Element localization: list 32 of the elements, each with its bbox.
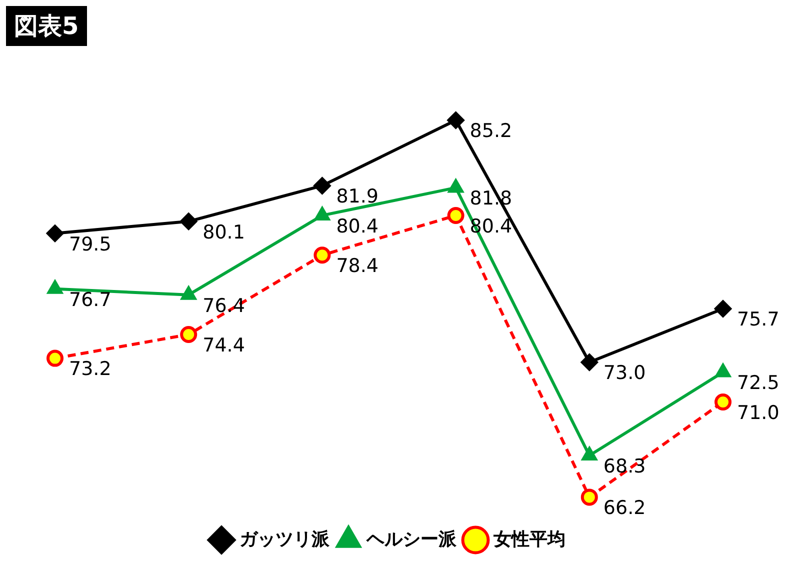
data-label: 73.0 xyxy=(603,362,646,384)
data-label: 81.9 xyxy=(336,186,379,208)
data-label: 80.1 xyxy=(202,221,245,244)
point xyxy=(715,364,731,378)
point xyxy=(314,177,331,194)
point xyxy=(447,112,464,129)
data-label: 74.4 xyxy=(202,334,245,356)
data-label: 85.2 xyxy=(470,120,512,142)
point xyxy=(582,447,597,461)
point xyxy=(447,206,464,224)
legend-label: ガッツリ派 xyxy=(240,528,330,549)
legend-label: 女性平均 xyxy=(492,528,566,549)
point xyxy=(314,246,331,264)
data-label: 75.7 xyxy=(737,308,780,331)
data-label: 79.5 xyxy=(69,233,112,256)
data-label: 73.2 xyxy=(69,358,112,380)
data-label: 71.0 xyxy=(737,402,780,424)
point xyxy=(580,488,598,506)
legend-label: ヘルシー派 xyxy=(366,528,458,549)
point xyxy=(180,212,198,230)
data-label: 76.7 xyxy=(69,288,112,311)
point xyxy=(46,224,64,242)
point xyxy=(46,350,64,367)
data-label: 78.4 xyxy=(336,255,379,278)
point xyxy=(714,300,732,318)
data-label: 66.2 xyxy=(603,497,646,520)
point xyxy=(714,393,732,410)
data-label: 80.4 xyxy=(336,215,379,238)
chart-title: 図表5 xyxy=(6,6,87,46)
point xyxy=(580,354,598,371)
data-label: 72.5 xyxy=(737,372,780,394)
point xyxy=(180,326,198,344)
